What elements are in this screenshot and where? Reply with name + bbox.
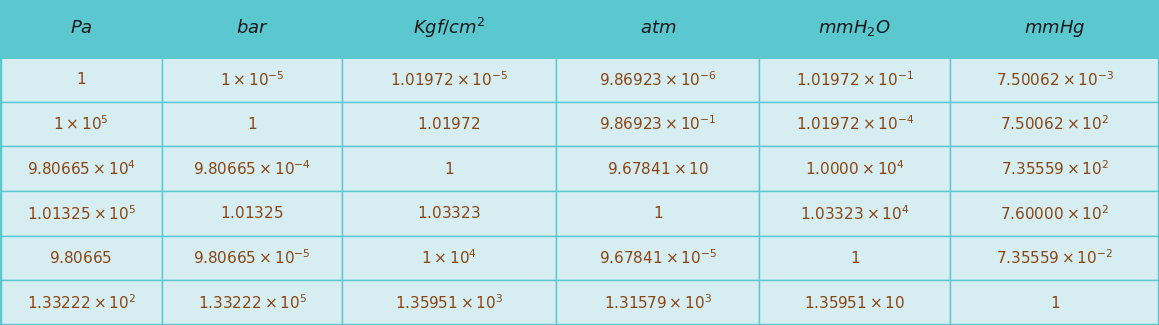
Text: $\mathit{Kgf/cm^{2}}$: $\mathit{Kgf/cm^{2}}$ bbox=[413, 16, 486, 41]
FancyBboxPatch shape bbox=[556, 0, 759, 57]
FancyBboxPatch shape bbox=[162, 191, 342, 236]
Text: $7.35559 \times 10^{-2}$: $7.35559 \times 10^{-2}$ bbox=[996, 249, 1114, 267]
Text: $1 \times 10^{5}$: $1 \times 10^{5}$ bbox=[53, 114, 109, 133]
FancyBboxPatch shape bbox=[950, 101, 1159, 146]
Text: $7.35559 \times 10^{2}$: $7.35559 \times 10^{2}$ bbox=[1000, 159, 1109, 178]
Text: $\mathit{bar}$: $\mathit{bar}$ bbox=[235, 20, 269, 37]
FancyBboxPatch shape bbox=[556, 57, 759, 101]
FancyBboxPatch shape bbox=[759, 146, 950, 191]
FancyBboxPatch shape bbox=[950, 0, 1159, 57]
FancyBboxPatch shape bbox=[162, 0, 342, 57]
FancyBboxPatch shape bbox=[950, 146, 1159, 191]
Text: $1$: $1$ bbox=[76, 71, 86, 87]
Text: $1.35951 \times 10$: $1.35951 \times 10$ bbox=[804, 295, 905, 311]
FancyBboxPatch shape bbox=[759, 101, 950, 146]
FancyBboxPatch shape bbox=[759, 280, 950, 325]
Text: $1.03323$: $1.03323$ bbox=[417, 205, 481, 221]
Text: $7.50062 \times 10^{2}$: $7.50062 \times 10^{2}$ bbox=[1000, 114, 1109, 133]
Text: $7.50062 \times 10^{-3}$: $7.50062 \times 10^{-3}$ bbox=[996, 70, 1114, 89]
Text: $1 \times 10^{-5}$: $1 \times 10^{-5}$ bbox=[220, 70, 284, 89]
FancyBboxPatch shape bbox=[162, 146, 342, 191]
Text: $1$: $1$ bbox=[653, 205, 663, 221]
Text: $1.0000 \times 10^{4}$: $1.0000 \times 10^{4}$ bbox=[804, 159, 905, 178]
FancyBboxPatch shape bbox=[950, 191, 1159, 236]
FancyBboxPatch shape bbox=[162, 236, 342, 280]
FancyBboxPatch shape bbox=[342, 191, 556, 236]
Text: $1.03323 \times 10^{4}$: $1.03323 \times 10^{4}$ bbox=[800, 204, 910, 223]
FancyBboxPatch shape bbox=[0, 57, 162, 101]
Text: $7.60000 \times 10^{2}$: $7.60000 \times 10^{2}$ bbox=[1000, 204, 1109, 223]
FancyBboxPatch shape bbox=[342, 236, 556, 280]
FancyBboxPatch shape bbox=[342, 0, 556, 57]
Text: $9.86923 \times 10^{-1}$: $9.86923 \times 10^{-1}$ bbox=[599, 114, 716, 133]
FancyBboxPatch shape bbox=[0, 56, 1159, 58]
FancyBboxPatch shape bbox=[556, 236, 759, 280]
Text: $1.35951 \times 10^{3}$: $1.35951 \times 10^{3}$ bbox=[395, 293, 503, 312]
Text: $9.67841 \times 10$: $9.67841 \times 10$ bbox=[606, 161, 709, 176]
FancyBboxPatch shape bbox=[0, 191, 162, 236]
Text: $1 \times 10^{4}$: $1 \times 10^{4}$ bbox=[421, 249, 478, 267]
FancyBboxPatch shape bbox=[0, 236, 162, 280]
Text: $9.67841 \times 10^{-5}$: $9.67841 \times 10^{-5}$ bbox=[599, 249, 716, 267]
FancyBboxPatch shape bbox=[556, 101, 759, 146]
FancyBboxPatch shape bbox=[0, 280, 162, 325]
FancyBboxPatch shape bbox=[162, 101, 342, 146]
FancyBboxPatch shape bbox=[342, 101, 556, 146]
FancyBboxPatch shape bbox=[162, 280, 342, 325]
Text: $1.01325$: $1.01325$ bbox=[220, 205, 284, 221]
FancyBboxPatch shape bbox=[759, 57, 950, 101]
Text: $1$: $1$ bbox=[444, 161, 454, 176]
FancyBboxPatch shape bbox=[162, 57, 342, 101]
FancyBboxPatch shape bbox=[950, 236, 1159, 280]
Text: $9.80665 \times 10^{-4}$: $9.80665 \times 10^{-4}$ bbox=[194, 159, 311, 178]
Text: $\mathit{atm}$: $\mathit{atm}$ bbox=[640, 20, 676, 37]
Text: $1.33222 \times 10^{5}$: $1.33222 \times 10^{5}$ bbox=[197, 293, 307, 312]
Text: $1$: $1$ bbox=[1050, 295, 1059, 311]
Text: $9.86923 \times 10^{-6}$: $9.86923 \times 10^{-6}$ bbox=[599, 70, 716, 89]
FancyBboxPatch shape bbox=[556, 191, 759, 236]
FancyBboxPatch shape bbox=[0, 101, 162, 146]
Text: $9.80665 \times 10^{4}$: $9.80665 \times 10^{4}$ bbox=[27, 159, 136, 178]
FancyBboxPatch shape bbox=[342, 146, 556, 191]
FancyBboxPatch shape bbox=[556, 146, 759, 191]
Text: $1$: $1$ bbox=[850, 250, 860, 266]
FancyBboxPatch shape bbox=[342, 57, 556, 101]
FancyBboxPatch shape bbox=[0, 146, 162, 191]
Text: $\mathit{mmH_2O}$: $\mathit{mmH_2O}$ bbox=[818, 19, 891, 38]
Text: $1$: $1$ bbox=[247, 116, 257, 132]
Text: $1.31579 \times 10^{3}$: $1.31579 \times 10^{3}$ bbox=[604, 293, 712, 312]
FancyBboxPatch shape bbox=[950, 280, 1159, 325]
FancyBboxPatch shape bbox=[342, 280, 556, 325]
Text: $1.01972 \times 10^{-1}$: $1.01972 \times 10^{-1}$ bbox=[796, 70, 913, 89]
Text: $\mathit{Pa}$: $\mathit{Pa}$ bbox=[70, 20, 93, 37]
FancyBboxPatch shape bbox=[0, 0, 162, 57]
Text: $9.80665$: $9.80665$ bbox=[50, 250, 112, 266]
FancyBboxPatch shape bbox=[950, 57, 1159, 101]
Text: $1.33222 \times 10^{2}$: $1.33222 \times 10^{2}$ bbox=[27, 293, 136, 312]
FancyBboxPatch shape bbox=[759, 236, 950, 280]
FancyBboxPatch shape bbox=[759, 0, 950, 57]
Text: $1.01972 \times 10^{-4}$: $1.01972 \times 10^{-4}$ bbox=[795, 114, 914, 133]
FancyBboxPatch shape bbox=[556, 280, 759, 325]
Text: $9.80665 \times 10^{-5}$: $9.80665 \times 10^{-5}$ bbox=[194, 249, 311, 267]
Text: $1.01325 \times 10^{5}$: $1.01325 \times 10^{5}$ bbox=[27, 204, 136, 223]
FancyBboxPatch shape bbox=[759, 191, 950, 236]
Text: $1.01972 \times 10^{-5}$: $1.01972 \times 10^{-5}$ bbox=[391, 70, 508, 89]
Text: $\mathit{mmHg}$: $\mathit{mmHg}$ bbox=[1025, 18, 1085, 39]
Text: $1.01972$: $1.01972$ bbox=[417, 116, 481, 132]
